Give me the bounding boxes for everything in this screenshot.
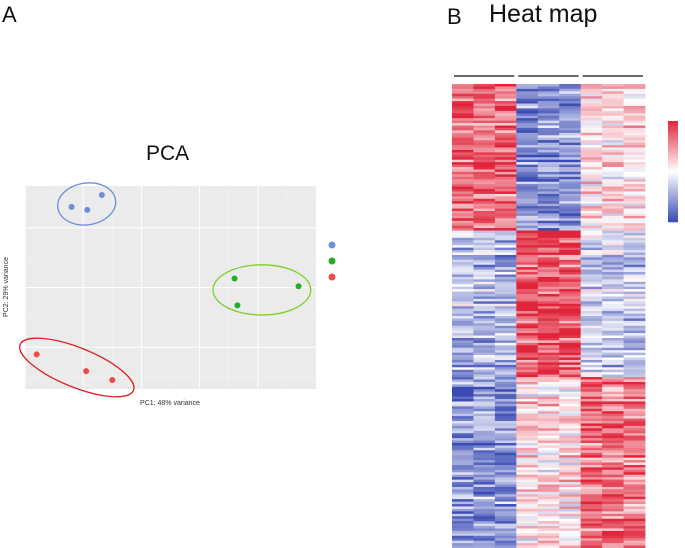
pca-point-emd xyxy=(33,351,40,358)
pca-ellipse-EMD xyxy=(19,337,135,398)
legend-marker-emd xyxy=(328,273,336,281)
pca-x-axis-label: PC1: 48% variance xyxy=(140,400,200,407)
pca-point-untreated xyxy=(84,206,91,213)
pca-title: PCA xyxy=(146,142,190,165)
heatmap-title: Heat map xyxy=(489,0,598,28)
legend-marker-prf xyxy=(328,257,336,265)
legend-marker-untreated xyxy=(328,241,336,249)
pca-point-prf xyxy=(295,283,302,290)
pca-point-prf xyxy=(234,302,241,309)
pca-point-untreated xyxy=(98,191,105,198)
panel-label-b: B xyxy=(447,4,462,29)
pca-y-axis-label: PC2: 29% variance xyxy=(3,257,10,317)
pca-point-emd xyxy=(83,368,90,375)
pca-point-prf xyxy=(231,275,238,282)
pca-point-untreated xyxy=(68,203,75,210)
pca-point-emd xyxy=(109,377,116,384)
panel-label-a: A xyxy=(2,2,17,27)
pca-ellipse-PRF xyxy=(212,264,312,316)
pca-ellipse-untreated xyxy=(57,182,117,226)
